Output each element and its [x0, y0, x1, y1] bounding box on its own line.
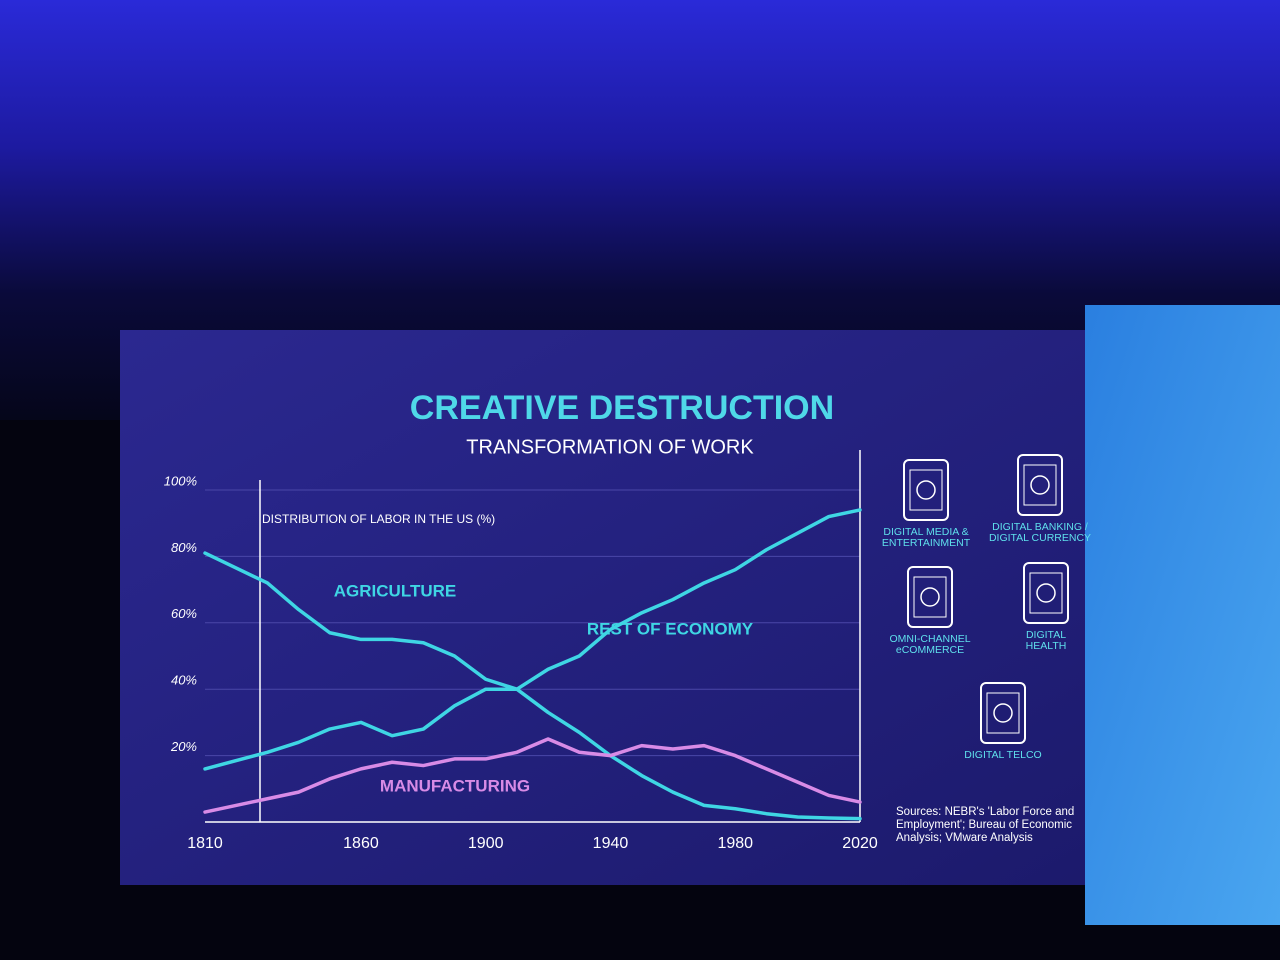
y-tick-label: 60%	[171, 606, 197, 621]
icon-label: DIGITAL MEDIA &	[883, 526, 968, 538]
y-tick-label: 40%	[171, 673, 197, 688]
chart-title: CREATIVE DESTRUCTION	[410, 389, 834, 427]
slide	[120, 330, 1085, 885]
x-tick-label: 2020	[842, 835, 878, 852]
icon-phone	[903, 459, 949, 521]
sources: Analysis; VMware Analysis	[896, 832, 1033, 844]
icon-label: OMNI-CHANNEL	[889, 633, 970, 645]
icon-phone	[1023, 562, 1069, 624]
icon-label: eCOMMERCE	[896, 644, 964, 656]
icon-glyph	[920, 587, 940, 607]
icon-label: DIGITAL BANKING /	[992, 521, 1088, 533]
x-tick-label: 1940	[593, 835, 629, 852]
icon-glyph	[993, 703, 1013, 723]
series-label: AGRICULTURE	[334, 581, 456, 600]
icon-screen	[909, 469, 943, 511]
x-tick-label: 1860	[343, 835, 379, 852]
plot: 20% 40% 60% 80% 100% 1810 1860 1900 1940 1980 2020…	[164, 450, 878, 852]
series-line	[203, 737, 862, 814]
series-line	[203, 508, 862, 771]
chart-subtitle: TRANSFORMATION OF WORK	[466, 436, 754, 458]
x-tick-label: 1900	[468, 835, 504, 852]
icon-screen	[1029, 572, 1063, 614]
y-tick-label: 100%	[164, 473, 197, 488]
x-tick-label: 1810	[187, 835, 223, 852]
icon-screen	[1023, 464, 1057, 506]
series-label: REST OF ECONOMY	[587, 619, 754, 638]
icon-phone	[980, 682, 1026, 744]
sources: Employment'; Bureau of Economic	[896, 819, 1072, 831]
series-line	[203, 551, 862, 821]
icon-glyph	[1036, 583, 1056, 603]
y-tick-label: 80%	[171, 540, 197, 555]
sources: Sources: NEBR's 'Labor Force and	[896, 806, 1074, 818]
icon-phone	[1017, 454, 1063, 516]
icon-glyph	[1030, 475, 1050, 495]
icon-screen	[986, 692, 1020, 734]
icon-label: HEALTH	[1026, 640, 1067, 652]
y-axis-label: DISTRIBUTION OF LABOR IN THE US (%)	[262, 512, 495, 526]
icon-label: ENTERTAINMENT	[882, 537, 971, 549]
side-screen	[1085, 305, 1280, 925]
icon-screen	[913, 576, 947, 618]
series-label: MANUFACTURING	[380, 776, 530, 795]
icon-glyph	[916, 480, 936, 500]
icon-label: DIGITAL	[1026, 629, 1066, 641]
icon-phone	[907, 566, 953, 628]
icon-label: DIGITAL CURRENCY	[989, 532, 1091, 544]
sidebar: DIGITAL MEDIA &ENTERTAINMENT DIGITAL BANK…	[882, 454, 1091, 844]
x-tick-label: 1980	[717, 835, 753, 852]
icon-label: DIGITAL TELCO	[964, 749, 1041, 761]
y-tick-label: 20%	[170, 739, 197, 754]
